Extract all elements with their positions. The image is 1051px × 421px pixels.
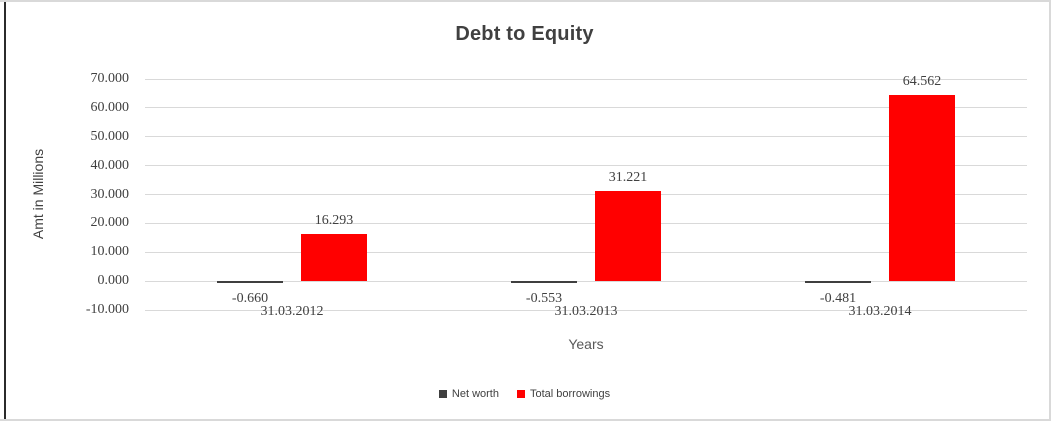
y-axis-tick-label: 20.000	[90, 215, 130, 231]
y-axis-tick-label: 50.000	[90, 128, 130, 144]
bar-total-borrowings[interactable]	[889, 94, 955, 282]
bar-total-borrowings[interactable]	[301, 234, 367, 282]
legend-item-net-worth[interactable]: Net worth	[438, 388, 499, 400]
y-axis-tick-label: 10.000	[90, 244, 130, 260]
y-axis-title: Amt in Millions	[30, 148, 46, 240]
data-label: 31.221	[608, 169, 648, 185]
y-axis-tick-label: 30.000	[90, 186, 130, 202]
y-gridline	[145, 280, 1027, 282]
y-gridline	[145, 309, 1027, 311]
legend-label: Total borrowings	[529, 388, 611, 400]
chart-title: Debt to Equity	[455, 23, 594, 45]
data-label: -0.660	[231, 291, 269, 307]
data-label: 64.562	[902, 73, 942, 89]
y-axis-tick-label: 60.000	[90, 99, 130, 115]
y-gridline	[145, 222, 1027, 224]
bar-net-worth[interactable]	[805, 281, 871, 284]
x-axis-category-label: 31.03.2014	[848, 304, 912, 319]
y-gridline	[145, 136, 1027, 138]
y-gridline	[145, 165, 1027, 167]
legend-swatch-icon	[516, 390, 525, 398]
data-label: -0.553	[525, 291, 563, 307]
y-axis-tick-label: 0.000	[97, 273, 130, 289]
y-gridline	[145, 194, 1027, 195]
x-axis-category-label: 31.03.2013	[554, 304, 618, 319]
worksheet-cell-border	[4, 2, 6, 419]
legend-label: Net worth	[451, 388, 499, 400]
y-gridline	[145, 251, 1027, 253]
bar-net-worth[interactable]	[217, 281, 283, 284]
y-axis-tick-label: 40.000	[90, 157, 130, 173]
bar-total-borrowings[interactable]	[595, 190, 661, 282]
x-axis-category-label: 31.03.2012	[260, 304, 324, 319]
legend-item-total-borrowings[interactable]: Total borrowings	[516, 388, 611, 400]
y-axis-tick-label: -10.000	[85, 302, 129, 317]
y-gridline	[145, 78, 1027, 80]
data-label: -0.481	[819, 291, 857, 307]
x-axis-title: Years	[568, 336, 604, 352]
y-gridline	[145, 107, 1027, 109]
bar-net-worth[interactable]	[511, 281, 577, 284]
chart-legend: Net worth Total borrowings	[0, 388, 1049, 400]
data-label: 16.293	[314, 213, 354, 229]
y-axis-tick-label: 70.000	[90, 71, 130, 86]
legend-swatch-icon	[438, 390, 447, 398]
